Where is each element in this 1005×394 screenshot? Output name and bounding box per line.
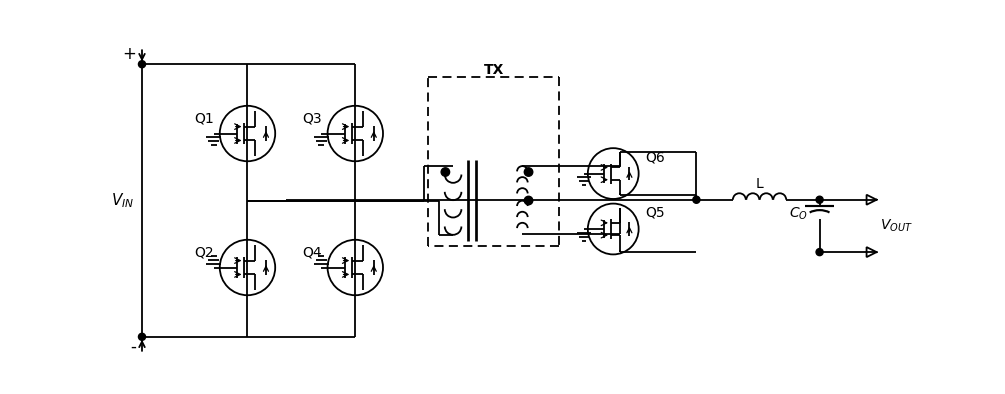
Circle shape: [816, 196, 823, 203]
Text: Q5: Q5: [645, 206, 664, 219]
Text: Q3: Q3: [302, 111, 322, 125]
Text: Q6: Q6: [645, 150, 664, 164]
Text: $V_{OUT}$: $V_{OUT}$: [880, 218, 914, 234]
Text: Q2: Q2: [194, 245, 214, 259]
Circle shape: [692, 196, 699, 203]
Text: -: -: [131, 338, 137, 356]
Text: $V_{IN}$: $V_{IN}$: [112, 191, 135, 210]
Circle shape: [441, 168, 449, 176]
Circle shape: [816, 249, 823, 256]
Circle shape: [139, 61, 146, 68]
Circle shape: [139, 333, 146, 340]
Text: $C_O$: $C_O$: [789, 205, 808, 222]
Text: TX: TX: [483, 63, 505, 76]
Text: Q4: Q4: [302, 245, 322, 259]
Text: Q1: Q1: [194, 111, 214, 125]
Circle shape: [525, 196, 533, 205]
Text: L: L: [756, 177, 764, 191]
Circle shape: [525, 168, 533, 176]
Text: +: +: [123, 45, 137, 63]
